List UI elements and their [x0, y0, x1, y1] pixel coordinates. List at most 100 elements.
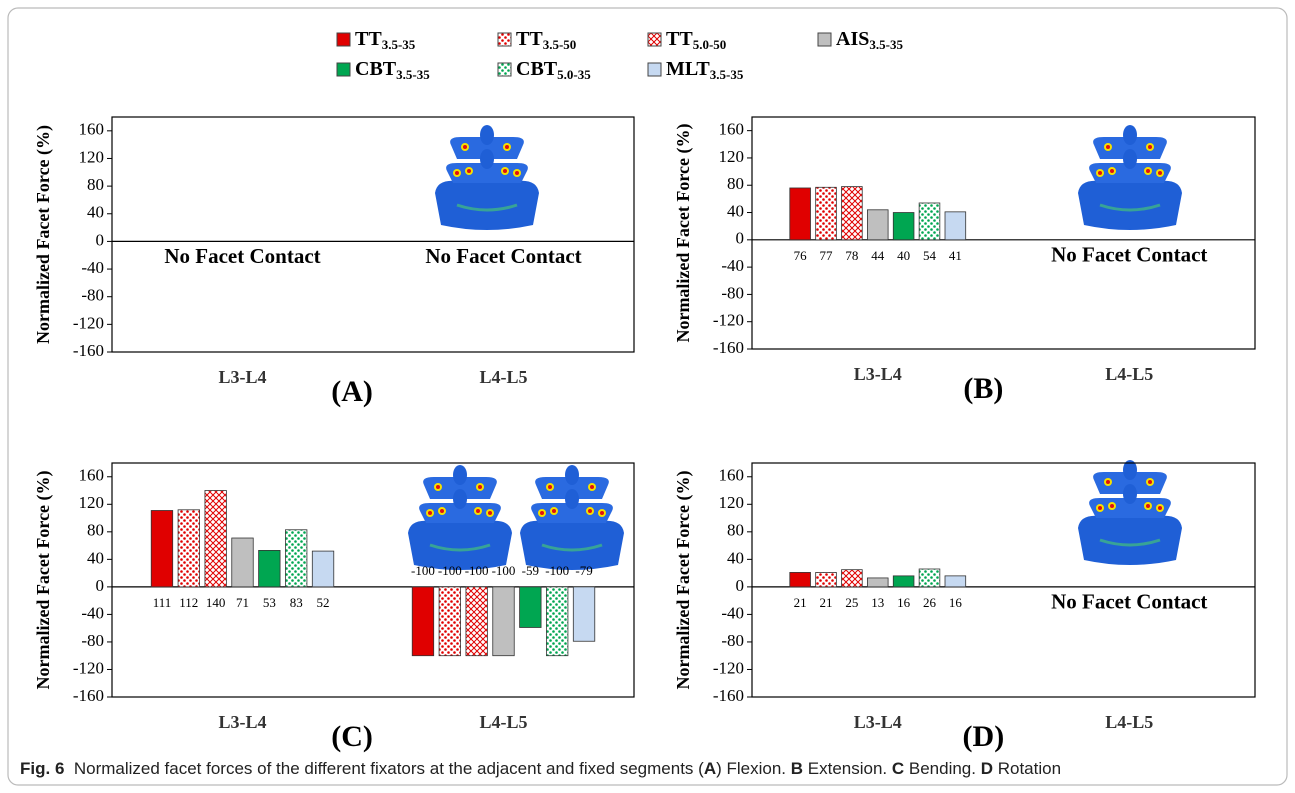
legend-subscript: 3.5-35 — [396, 67, 430, 82]
bar — [546, 587, 567, 656]
y-tick-label: -160 — [73, 341, 104, 360]
spine-model-image — [435, 125, 539, 230]
caption-segment: B — [791, 759, 803, 778]
value-label: 111 — [153, 595, 172, 610]
caption: Fig. 6 Normalized facet forces of the di… — [20, 759, 1061, 778]
caption-segment: Normalized facet forces of the different… — [64, 759, 704, 778]
value-label: 44 — [871, 248, 885, 263]
y-tick-label: 160 — [719, 120, 745, 139]
annotation: No Facet Contact — [1051, 590, 1207, 614]
y-tick-label: -80 — [81, 631, 104, 650]
legend-subscript: 5.0-35 — [557, 67, 591, 82]
bar — [842, 187, 863, 240]
value-label: -100 — [411, 563, 435, 578]
value-label: 71 — [236, 595, 249, 610]
value-label: 16 — [949, 595, 963, 610]
bar — [945, 576, 966, 587]
legend-name: CBT — [516, 58, 558, 80]
bar — [205, 491, 226, 587]
caption-segment: Rotation — [993, 759, 1061, 778]
value-label: 13 — [871, 595, 884, 610]
legend-swatch — [648, 63, 661, 76]
caption-segment: Fig. 6 — [20, 759, 64, 778]
y-tick-label: 80 — [727, 521, 744, 540]
panel-label: (B) — [963, 372, 1003, 405]
figure: TT3.5-35TT3.5-50TT5.0-50AIS3.5-35CBT3.5-… — [0, 0, 1295, 793]
y-tick-label: 0 — [96, 576, 105, 595]
y-tick-label: 160 — [719, 466, 745, 485]
value-label: -100 — [438, 563, 462, 578]
bar — [285, 530, 306, 587]
y-tick-label: -160 — [73, 686, 104, 705]
y-tick-label: -40 — [721, 603, 744, 622]
legend-swatch — [337, 33, 350, 46]
y-tick-label: -40 — [721, 256, 744, 275]
annotation: No Facet Contact — [425, 244, 581, 268]
value-label: -100 — [492, 563, 516, 578]
value-label: 78 — [845, 248, 858, 263]
bar — [790, 188, 811, 240]
legend-name: CBT — [355, 58, 397, 80]
legend-name: AIS — [836, 28, 869, 50]
bar — [790, 572, 811, 586]
y-tick-label: 0 — [96, 230, 105, 249]
bar — [466, 587, 487, 656]
y-tick-label: 0 — [736, 576, 745, 595]
bar — [816, 572, 837, 586]
value-label: 140 — [206, 595, 226, 610]
y-tick-label: -40 — [81, 603, 104, 622]
y-tick-label: 120 — [79, 147, 105, 166]
bar — [893, 576, 914, 587]
spine-model-image — [408, 465, 512, 570]
value-label: -100 — [545, 563, 569, 578]
x-tick-label: L4-L5 — [1105, 364, 1153, 384]
y-tick-label: -120 — [713, 311, 744, 330]
y-axis-label: Normalized Facet Force (%) — [33, 470, 54, 689]
legend-swatch — [818, 33, 831, 46]
value-label: 53 — [263, 595, 276, 610]
bar — [259, 550, 280, 586]
value-label: 41 — [949, 248, 962, 263]
caption-segment: D — [981, 759, 993, 778]
spine-model-image — [520, 465, 624, 570]
spine-model-image — [1078, 125, 1182, 230]
x-tick-label: L4-L5 — [479, 712, 527, 732]
value-label: 21 — [794, 595, 807, 610]
legend-subscript: 3.5-35 — [869, 37, 903, 52]
y-tick-label: -120 — [73, 658, 104, 677]
y-tick-label: 160 — [79, 120, 105, 139]
y-axis-label: Normalized Facet Force (%) — [673, 470, 694, 689]
legend-name: TT — [666, 28, 693, 50]
spine-model-image — [1078, 460, 1182, 565]
value-label: 25 — [845, 595, 858, 610]
legend-subscript: 3.5-35 — [710, 67, 744, 82]
annotation: No Facet Contact — [164, 244, 320, 268]
y-tick-label: 120 — [719, 147, 745, 166]
y-tick-label: 40 — [87, 548, 104, 567]
legend-name: MLT — [666, 58, 710, 80]
y-tick-label: 120 — [79, 493, 105, 512]
value-label: -59 — [522, 563, 539, 578]
bar — [842, 570, 863, 587]
y-tick-label: -80 — [721, 631, 744, 650]
value-label: 54 — [923, 248, 937, 263]
bar — [893, 213, 914, 240]
y-tick-label: -120 — [713, 658, 744, 677]
y-tick-label: 80 — [727, 174, 744, 193]
legend-subscript: 3.5-35 — [382, 37, 416, 52]
value-label: 52 — [317, 595, 330, 610]
y-axis-label: Normalized Facet Force (%) — [33, 125, 54, 344]
value-label: 76 — [794, 248, 808, 263]
y-tick-label: 40 — [87, 203, 104, 222]
bar — [312, 551, 333, 587]
y-tick-label: -160 — [713, 338, 744, 357]
y-tick-label: 40 — [727, 548, 744, 567]
value-label: 21 — [820, 595, 833, 610]
y-tick-label: 160 — [79, 466, 105, 485]
bar — [178, 510, 199, 587]
bar — [493, 587, 514, 656]
legend-swatch — [337, 63, 350, 76]
value-label: -79 — [575, 563, 592, 578]
caption-segment: A — [704, 759, 716, 778]
value-label: 83 — [290, 595, 303, 610]
